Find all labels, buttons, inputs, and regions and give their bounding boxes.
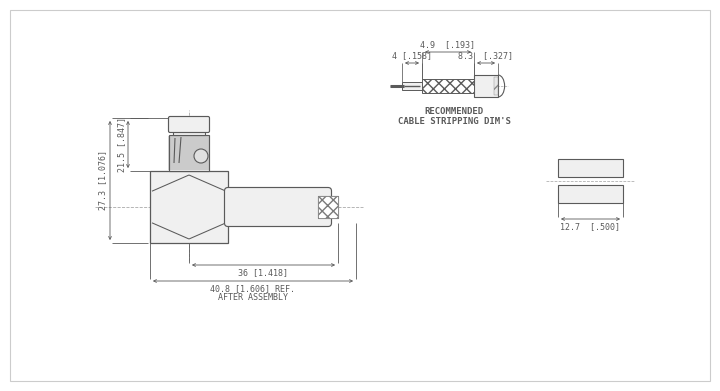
Bar: [150, 171, 228, 243]
Bar: [318, 196, 338, 218]
Bar: [318, 196, 338, 218]
Text: 4.9  [.193]: 4.9 [.193]: [420, 40, 475, 49]
Bar: [494, 77, 498, 95]
Text: CABLE STRIPPING DIM'S: CABLE STRIPPING DIM'S: [397, 118, 510, 127]
Text: AFTER ASSEMBLY: AFTER ASSEMBLY: [218, 293, 288, 302]
Text: 36 [1.418]: 36 [1.418]: [238, 268, 289, 277]
FancyBboxPatch shape: [225, 188, 331, 226]
Bar: [474, 75, 498, 97]
Bar: [558, 159, 623, 177]
Bar: [169, 135, 209, 171]
Text: 27.3 [1.076]: 27.3 [1.076]: [98, 151, 107, 210]
Text: 4 [.158]: 4 [.158]: [392, 51, 432, 60]
Bar: [402, 82, 422, 90]
FancyBboxPatch shape: [168, 117, 210, 133]
Bar: [422, 79, 474, 93]
Text: 12.7  [.500]: 12.7 [.500]: [560, 222, 621, 231]
Bar: [558, 185, 623, 203]
Text: 40.8 [1.606] REF.: 40.8 [1.606] REF.: [210, 284, 295, 293]
Circle shape: [194, 149, 208, 163]
Text: 21.5 [.847]: 21.5 [.847]: [117, 117, 126, 172]
Text: 8.3  [.327]: 8.3 [.327]: [459, 51, 513, 60]
Bar: [173, 131, 205, 135]
Text: RECOMMENDED: RECOMMENDED: [424, 106, 484, 115]
